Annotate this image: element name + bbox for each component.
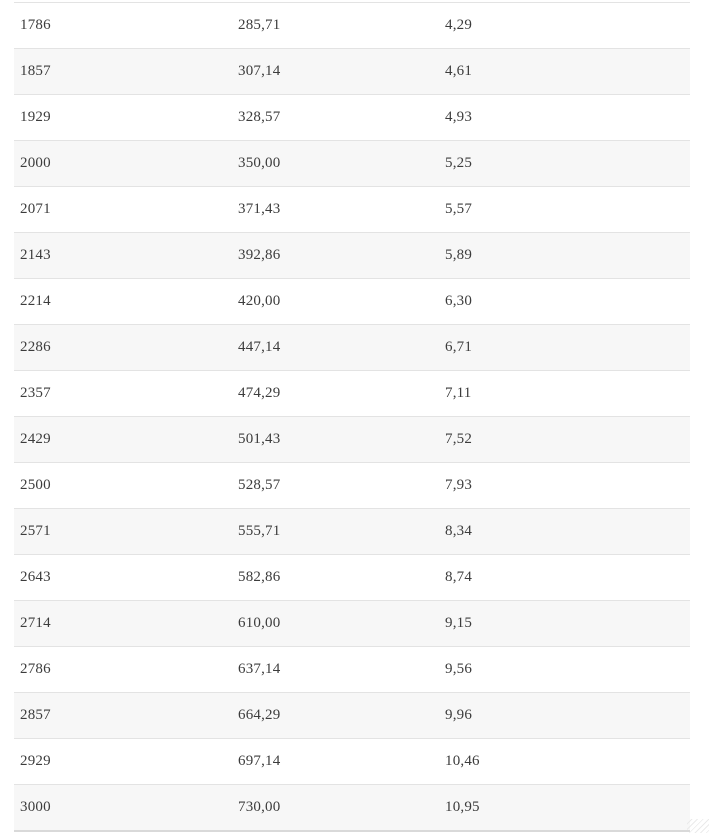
table-cell: 664,29 xyxy=(238,707,281,723)
table-cell: 307,14 xyxy=(238,63,281,79)
table-body: 1786 285,71 4,29 1857 307,14 4,61 1929 328,57 4,… xyxy=(14,2,690,831)
table-cell: 555,71 xyxy=(238,523,281,539)
table-row: 2643 582,86 8,74 xyxy=(14,554,690,601)
table-cell: 420,00 xyxy=(238,293,281,309)
table-cell: 4,61 xyxy=(445,63,473,79)
table-cell: 328,57 xyxy=(238,109,281,125)
table-cell: 6,71 xyxy=(445,339,473,355)
table-cell: 7,11 xyxy=(445,385,472,401)
table-cell: 528,57 xyxy=(238,477,281,493)
table-cell: 2857 xyxy=(20,707,51,723)
table-cell: 2500 xyxy=(20,477,51,493)
table-row: 2357 474,29 7,11 xyxy=(14,370,690,417)
table-cell: 8,34 xyxy=(445,523,473,539)
table-cell: 2286 xyxy=(20,339,51,355)
table-cell: 350,00 xyxy=(238,155,281,171)
table-cell: 2643 xyxy=(20,569,51,585)
table-cell: 5,89 xyxy=(445,247,473,263)
table-cell: 9,56 xyxy=(445,661,473,677)
table-cell: 637,14 xyxy=(238,661,281,677)
table-row: 2786 637,14 9,56 xyxy=(14,646,690,693)
table-cell: 2357 xyxy=(20,385,51,401)
table-cell: 474,29 xyxy=(238,385,281,401)
table-cell: 501,43 xyxy=(238,431,281,447)
table-cell: 697,14 xyxy=(238,753,281,769)
table-row: 3000 730,00 10,95 xyxy=(14,784,690,831)
table-row: 1857 307,14 4,61 xyxy=(14,48,690,95)
table-cell: 6,30 xyxy=(445,293,473,309)
table-cell: 10,95 xyxy=(445,799,480,815)
table-cell: 7,52 xyxy=(445,431,473,447)
table-cell: 2071 xyxy=(20,201,51,217)
table-cell: 371,43 xyxy=(238,201,281,217)
table-cell: 4,93 xyxy=(445,109,473,125)
table-cell: 392,86 xyxy=(238,247,281,263)
table-cell: 9,96 xyxy=(445,707,473,723)
table-row: 2143 392,86 5,89 xyxy=(14,232,690,279)
table-cell: 2786 xyxy=(20,661,51,677)
table-cell: 610,00 xyxy=(238,615,281,631)
table-cell: 285,71 xyxy=(238,17,281,33)
table-cell: 2929 xyxy=(20,753,51,769)
table-cell: 2571 xyxy=(20,523,51,539)
table-row: 2286 447,14 6,71 xyxy=(14,324,690,371)
table-cell: 7,93 xyxy=(445,477,473,493)
table-cell: 582,86 xyxy=(238,569,281,585)
table-cell: 10,46 xyxy=(445,753,480,769)
table-cell: 1929 xyxy=(20,109,51,125)
table-cell: 2214 xyxy=(20,293,51,309)
table-cell: 2429 xyxy=(20,431,51,447)
table-cell: 1786 xyxy=(20,17,51,33)
table-row: 2571 555,71 8,34 xyxy=(14,508,690,555)
table-cell: 4,29 xyxy=(445,17,473,33)
table-row: 2500 528,57 7,93 xyxy=(14,462,690,509)
table-cell: 2143 xyxy=(20,247,51,263)
table-row: 2429 501,43 7,52 xyxy=(14,416,690,463)
table-row: 1786 285,71 4,29 xyxy=(14,2,690,49)
table-row: 2000 350,00 5,25 xyxy=(14,140,690,187)
table-cell: 2714 xyxy=(20,615,51,631)
table-row: 2857 664,29 9,96 xyxy=(14,692,690,739)
table-cell: 9,15 xyxy=(445,615,473,631)
table-cell: 8,74 xyxy=(445,569,473,585)
table-row: 1929 328,57 4,93 xyxy=(14,94,690,141)
table-cell: 5,57 xyxy=(445,201,473,217)
data-table-container: 1786 285,71 4,29 1857 307,14 4,61 1929 328,57 4,… xyxy=(14,2,690,832)
table-cell: 447,14 xyxy=(238,339,281,355)
table-row: 2071 371,43 5,57 xyxy=(14,186,690,233)
table-cell: 3000 xyxy=(20,799,51,815)
resize-grip-icon[interactable] xyxy=(687,819,709,833)
table-row: 2714 610,00 9,15 xyxy=(14,600,690,647)
table-cell: 1857 xyxy=(20,63,51,79)
table-row: 2929 697,14 10,46 xyxy=(14,738,690,785)
table-row: 2214 420,00 6,30 xyxy=(14,278,690,325)
table-cell: 2000 xyxy=(20,155,51,171)
table-cell: 5,25 xyxy=(445,155,473,171)
table-cell: 730,00 xyxy=(238,799,281,815)
data-table: 1786 285,71 4,29 1857 307,14 4,61 1929 328,57 4,… xyxy=(14,2,690,832)
